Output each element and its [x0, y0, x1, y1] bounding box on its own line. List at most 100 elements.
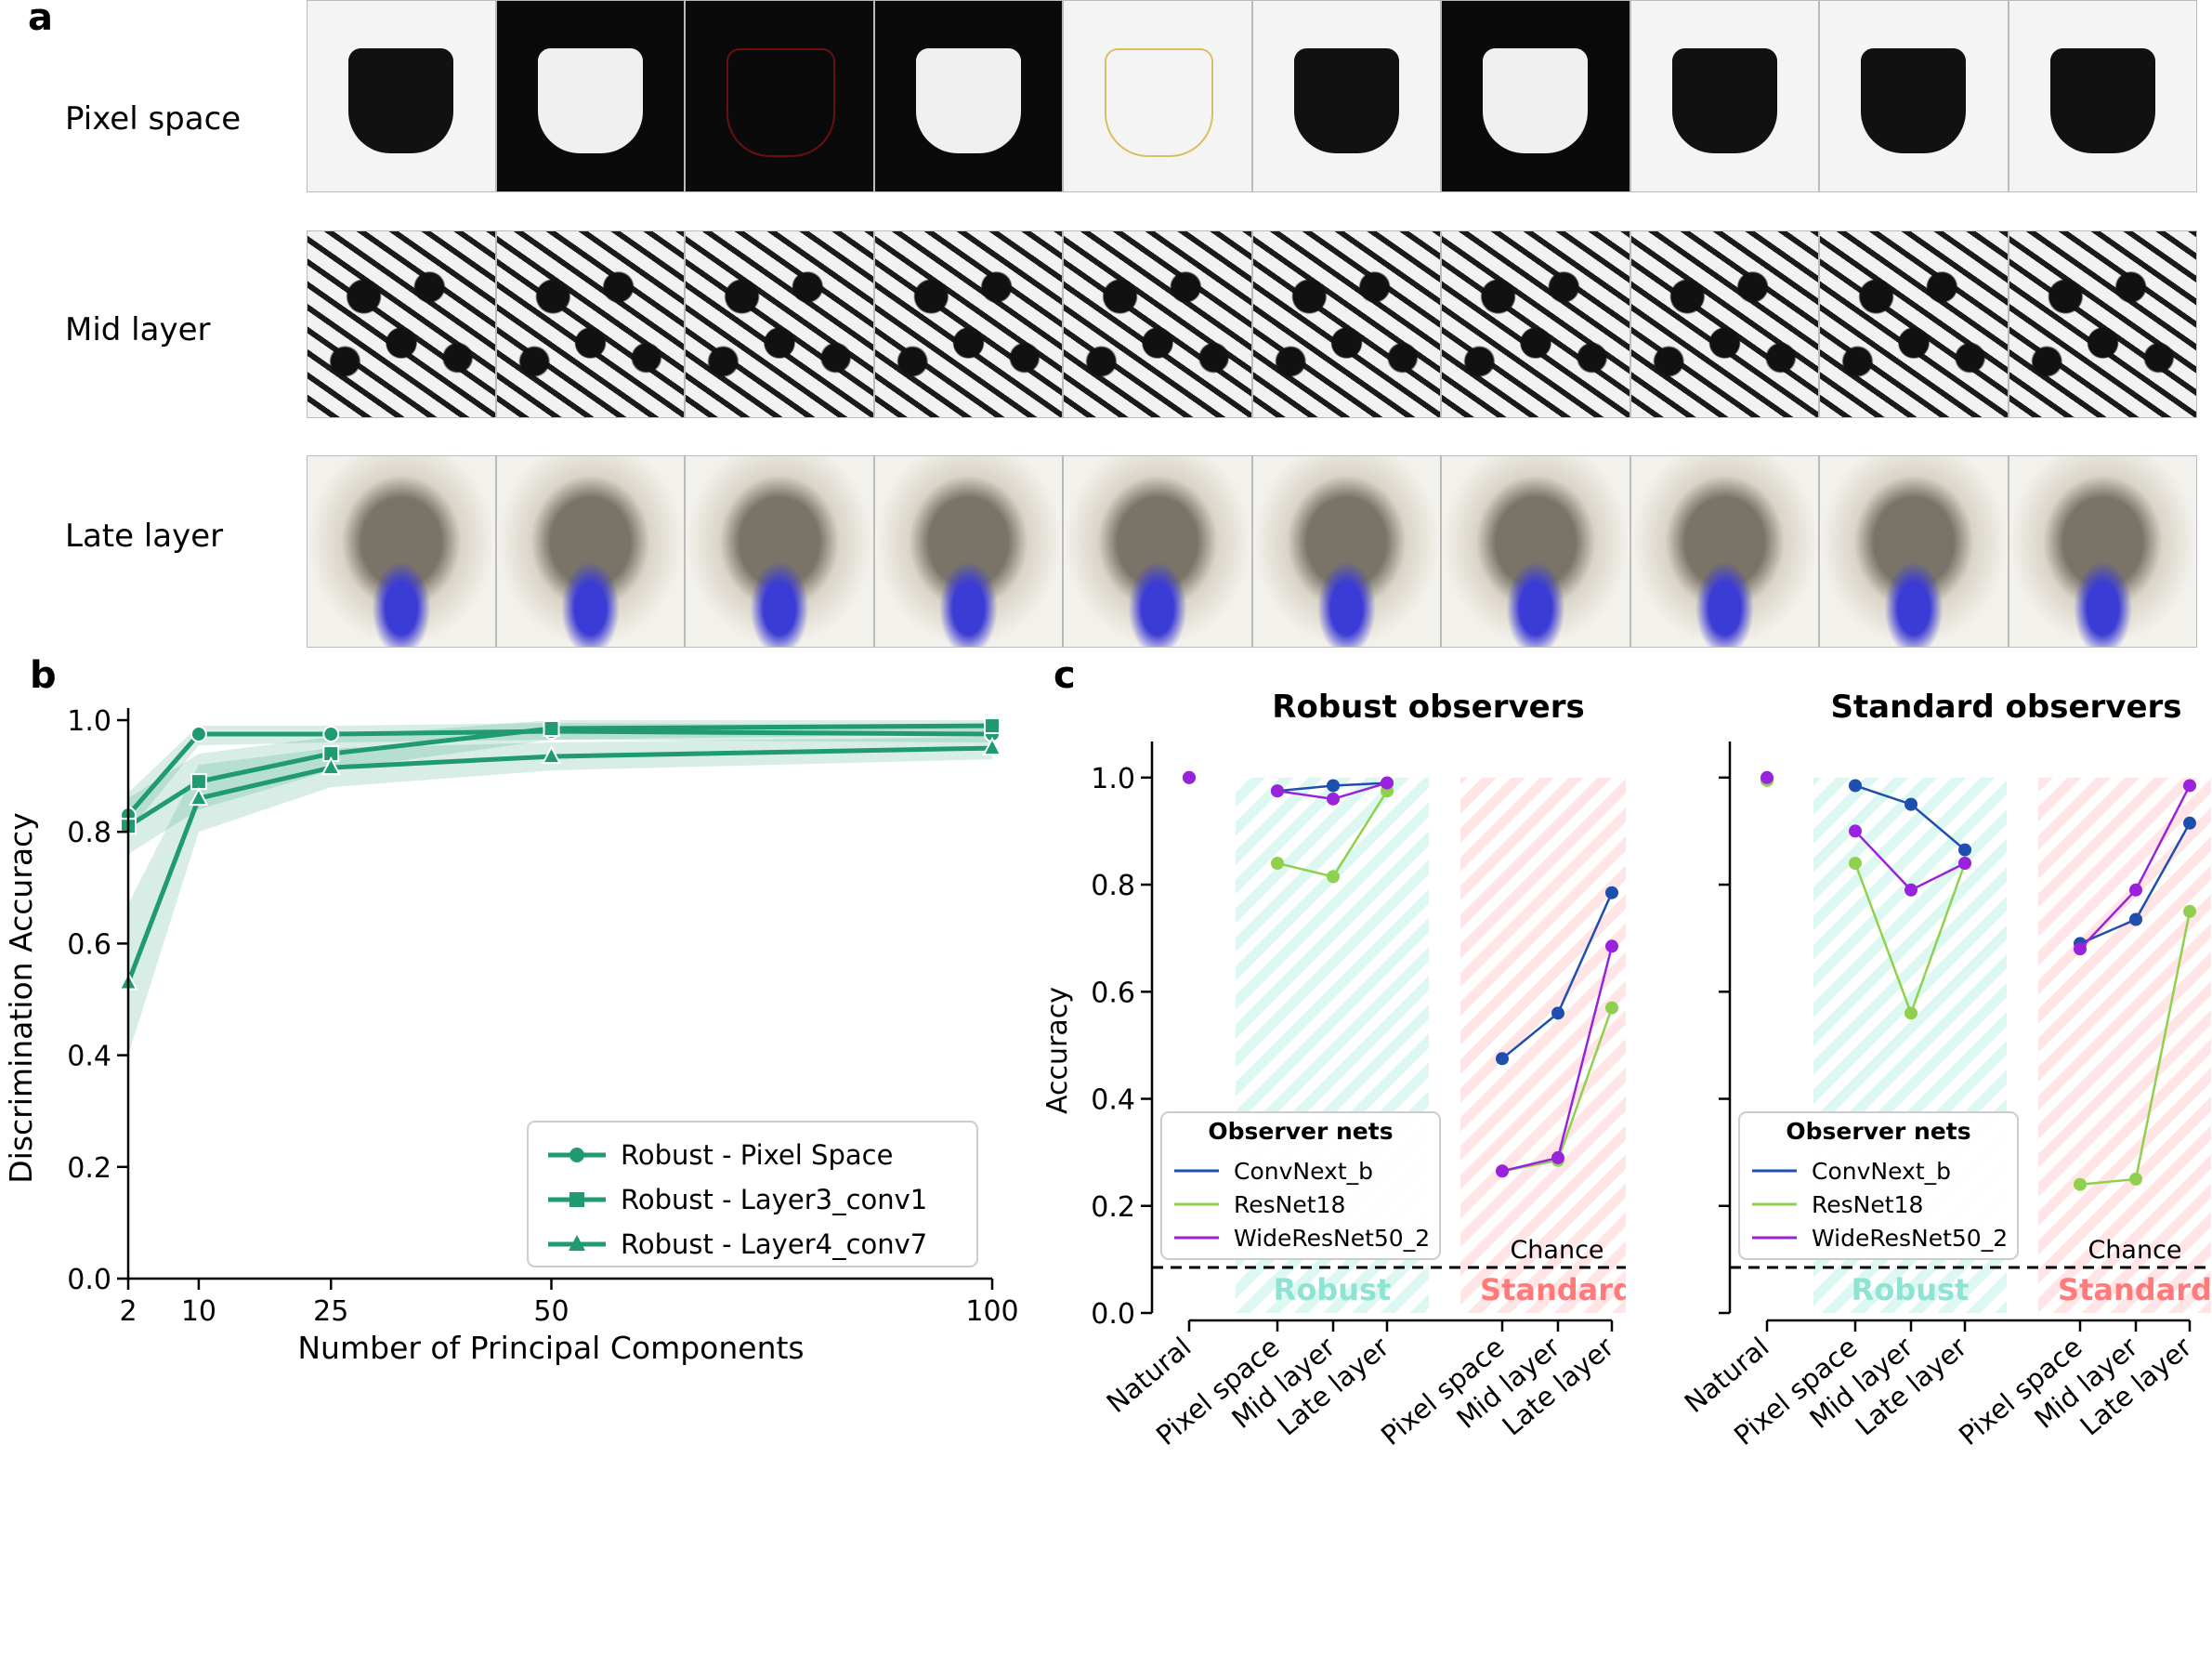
- data-point: [1849, 824, 1862, 838]
- data-point: [1551, 1150, 1564, 1164]
- data-point: [1605, 886, 1618, 899]
- generated-image-late: [873, 455, 1063, 648]
- generated-image-mid: [495, 230, 685, 418]
- generated-image-mid: [1441, 230, 1630, 418]
- legend-box: [1738, 1111, 2019, 1260]
- cup-shape: [1671, 48, 1777, 153]
- data-point: [1904, 797, 1918, 811]
- legend-label: WideResNet50_2: [1234, 1225, 1430, 1252]
- data-point: [1271, 784, 1284, 798]
- data-point: [1551, 1006, 1564, 1020]
- generated-image-pixel: [1063, 0, 1252, 192]
- data-point-natural: [1183, 770, 1196, 784]
- data-point: [1327, 870, 1340, 884]
- cup-shape: [348, 48, 454, 153]
- legend-label: ResNet18: [1812, 1191, 1923, 1218]
- data-point: [2183, 816, 2196, 830]
- standard-group-label: Standard: [2058, 1272, 2211, 1307]
- data-point: [190, 773, 207, 791]
- generated-image-pixel: [2008, 0, 2197, 192]
- generated-image-pixel: [1819, 0, 2009, 192]
- panel-b-letter: b: [30, 654, 57, 697]
- subplot-title: Standard observers: [1830, 689, 2181, 726]
- data-point: [2129, 912, 2142, 926]
- standard-group-label: Standard: [1480, 1272, 1626, 1307]
- generated-image-mid: [1063, 230, 1252, 418]
- data-point: [1496, 1052, 1509, 1066]
- generated-image-mid: [873, 230, 1063, 418]
- data-point: [1904, 1006, 1918, 1020]
- y-axis-label: Discrimination Accuracy: [3, 812, 39, 1183]
- legend-title: Observer nets: [1786, 1118, 1970, 1145]
- legend-label: ConvNext_b: [1812, 1158, 1951, 1185]
- legend-box: [1160, 1111, 1441, 1260]
- robust-group-label: Robust: [1852, 1272, 1970, 1307]
- data-point: [2074, 1177, 2087, 1191]
- legend-marker: [569, 1192, 584, 1207]
- y-axis-label: Accuracy: [1041, 987, 1074, 1114]
- panel-a-letter: a: [28, 0, 53, 39]
- generated-image-late: [685, 455, 874, 648]
- standard-region: [1460, 777, 1626, 1313]
- y-tick-label: 0.6: [67, 928, 111, 961]
- generated-image-mid: [1819, 230, 2009, 418]
- data-point: [1904, 883, 1918, 897]
- cup-shape: [1105, 48, 1214, 157]
- generated-image-late: [2008, 455, 2197, 648]
- generated-image-late: [1063, 455, 1252, 648]
- y-tick-label: 0.2: [67, 1152, 111, 1185]
- data-point: [321, 755, 341, 776]
- y-tick-label: 0.2: [1091, 1191, 1135, 1224]
- data-point: [1271, 857, 1284, 870]
- data-point: [1327, 779, 1340, 793]
- data-point: [1381, 776, 1394, 790]
- data-point: [2129, 1172, 2142, 1186]
- cup-shape: [915, 48, 1021, 153]
- generated-image-mid: [307, 230, 496, 418]
- legend-box: [527, 1121, 978, 1267]
- data-point: [1327, 792, 1340, 806]
- data-point: [189, 787, 209, 807]
- generated-image-pixel: [1441, 0, 1630, 192]
- y-tick-label: 0.4: [1091, 1084, 1135, 1117]
- legend-marker: [569, 1148, 584, 1162]
- generated-image-late: [1819, 455, 2009, 648]
- generated-image-late: [307, 455, 496, 648]
- chart-b: b 0.0 0.2 0.4 0.6 0.8 1.0 2 10 25 50 100 Number of P…: [3, 654, 1019, 1366]
- data-point: [1605, 1001, 1618, 1015]
- generated-image-mid: [1630, 230, 1819, 418]
- y-tick-label: 0.8: [1091, 870, 1135, 902]
- data-point: [190, 726, 207, 743]
- cup-shape: [1861, 48, 1967, 153]
- legend-label: ResNet18: [1234, 1191, 1345, 1218]
- robust-group-label: Robust: [1274, 1272, 1392, 1307]
- subplot-title: Robust observers: [1272, 689, 1584, 726]
- data-point: [1849, 779, 1862, 793]
- data-point: [1849, 857, 1862, 870]
- generated-image-mid: [685, 230, 874, 418]
- generated-image-pixel: [1251, 0, 1441, 192]
- data-point: [1496, 1164, 1509, 1178]
- generated-image-late: [1630, 455, 1819, 648]
- chance-label: Chance: [1510, 1236, 1603, 1265]
- standard-region: [2038, 777, 2211, 1313]
- cup-shape: [726, 48, 836, 157]
- y-tick-label: 0.4: [67, 1041, 111, 1073]
- legend-marker: [569, 1235, 585, 1251]
- data-point: [541, 744, 562, 765]
- y-tick-label: 0.0: [67, 1264, 111, 1296]
- data-point: [1605, 939, 1618, 953]
- cup-shape: [1293, 48, 1399, 153]
- legend-label: WideResNet50_2: [1812, 1225, 2008, 1252]
- data-point: [2129, 883, 2142, 897]
- generated-image-late: [495, 455, 685, 648]
- generated-image-late: [1441, 455, 1630, 648]
- generated-image-pixel: [307, 0, 496, 192]
- legend-label: Robust - Layer3_conv1: [621, 1184, 927, 1215]
- chart-c-robust-observers: c Robust observers Robust Standard Chance 0.0…: [1041, 654, 1626, 1451]
- data-point: [982, 736, 1002, 756]
- x-tick-label: 10: [181, 1295, 216, 1328]
- series-line: [125, 745, 993, 984]
- data-point: [1958, 843, 1971, 857]
